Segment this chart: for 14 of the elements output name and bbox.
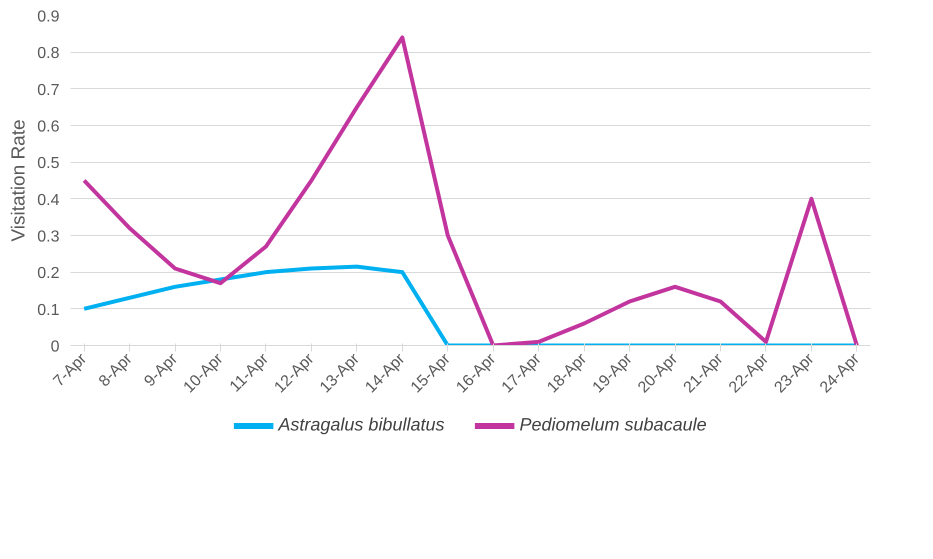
y-axis-title: Visitation Rate	[8, 119, 30, 242]
y-tick-label: 0.9	[37, 8, 60, 26]
y-tick-label: 0.5	[37, 155, 60, 172]
y-tick-label: 0.8	[37, 45, 60, 62]
legend-label: Pediomelum subacaule	[519, 414, 707, 436]
y-tick-label: 0.4	[37, 192, 60, 209]
line-series	[82, 36, 859, 346]
y-tick-label: 0.7	[37, 82, 60, 99]
y-tick-label: 0	[50, 338, 60, 356]
y-tick-label: 0.1	[37, 302, 60, 319]
y-tick-label: 0.3	[37, 228, 60, 246]
y-tick-label: 0.2	[37, 265, 60, 282]
legend-label: Astragalus bibullatus	[278, 414, 444, 436]
y-tick-label: 0.6	[37, 118, 60, 136]
